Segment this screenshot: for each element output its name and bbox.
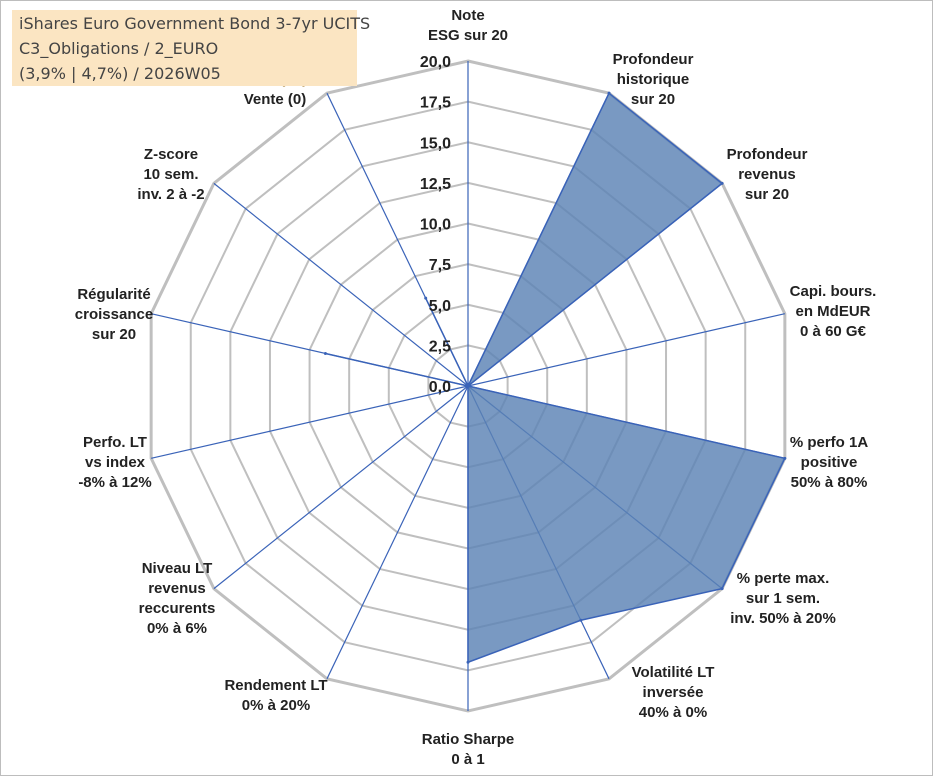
axis-label-line: Régularité: [77, 286, 150, 303]
series-area: [324, 92, 786, 663]
tick-label: 10,0: [420, 217, 451, 234]
axis-label-line: Ratio Sharpe: [422, 731, 515, 748]
tick-label: 20,0: [420, 54, 451, 71]
axis-label-line: Volatilité LT: [632, 664, 715, 681]
axis-label-line: Profondeur: [727, 146, 808, 163]
axis-label-line: sur 20: [745, 186, 789, 203]
data-point: [607, 91, 611, 95]
tick-label: 12,5: [420, 176, 451, 193]
axis-spoke: [151, 385, 469, 459]
axis-label-line: historique: [617, 71, 690, 88]
tick-label: 17,5: [420, 95, 451, 112]
data-point: [424, 296, 428, 300]
tick-label: 7,5: [429, 257, 451, 274]
data-point: [323, 351, 327, 355]
axis-labels: Note ESG sur 20 Profondeur historique sur 20…: [75, 7, 877, 768]
fund-title-box: iShares Euro Government Bond 3-7yr UCITS…: [12, 10, 370, 86]
axis-label-7: Volatilité LT inversée 40% à 0%: [632, 664, 715, 721]
axis-label-line: reccurents: [139, 600, 216, 617]
axis-label-line: sur 1 sem.: [746, 590, 820, 607]
radar-series: [323, 91, 787, 664]
axis-label-1: Note ESG sur 20: [428, 7, 508, 44]
tick-label: 2,5: [429, 338, 451, 355]
axis-label-line: % perte max.: [737, 570, 830, 587]
tick-label: 5,0: [429, 298, 451, 315]
axis-label-line: inv. 2 à -2: [137, 186, 204, 203]
axis-label-line: 0% à 6%: [147, 620, 207, 637]
axis-label-6: % perte max. sur 1 sem. inv. 50% à 20%: [730, 570, 836, 627]
axis-label-line: 0 à 1: [451, 751, 484, 768]
axis-label-13: Z-score 10 sem. inv. 2 à -2: [137, 146, 204, 203]
data-point: [466, 660, 470, 664]
axis-label-12: Régularité croissance sur 20: [75, 286, 153, 343]
axis-label-8: Ratio Sharpe 0 à 1: [422, 731, 515, 768]
axis-label-line: 0 à 60 G€: [800, 323, 867, 340]
data-point: [466, 384, 470, 388]
axis-label-line: positive: [801, 454, 858, 471]
axis-label-9: Rendement LT 0% à 20%: [224, 677, 327, 714]
axis-spoke: [326, 385, 469, 680]
axis-label-line: inv. 50% à 20%: [730, 610, 836, 627]
axis-label-line: Profondeur: [613, 51, 694, 68]
axis-label-line: revenus: [148, 580, 206, 597]
axis-label-line: croissance: [75, 306, 153, 323]
axis-label-line: Rendement LT: [224, 677, 327, 694]
axis-label-line: sur 20: [631, 91, 675, 108]
axis-label-3: Profondeur revenus sur 20: [727, 146, 808, 203]
axis-label-line: 10 sem.: [143, 166, 198, 183]
data-point: [783, 456, 787, 460]
data-point: [720, 181, 724, 185]
data-point: [720, 587, 724, 591]
axis-label-line: Capi. bours.: [790, 283, 877, 300]
radar-ticks: 0,0 2,5 5,0 7,5 10,0 12,5 15,0 17,5 20,0: [420, 54, 451, 396]
axis-label-line: Niveau LT: [142, 560, 213, 577]
axis-label-line: inversée: [643, 684, 704, 701]
data-point: [579, 618, 583, 622]
axis-label-10: Niveau LT revenus reccurents 0% à 6%: [139, 560, 216, 637]
axis-spoke: [213, 385, 469, 590]
axis-label-line: ESG sur 20: [428, 27, 508, 44]
axis-spoke: [213, 182, 469, 387]
axis-label-line: % perfo 1A: [790, 434, 869, 451]
axis-label-line: Note: [451, 7, 484, 24]
fund-category: C3_Obligations / 2_EURO: [19, 39, 219, 58]
axis-label-5: % perfo 1A positive 50% à 80%: [790, 434, 869, 491]
axis-spoke: [467, 313, 785, 387]
axis-label-line: 40% à 0%: [639, 704, 707, 721]
axis-label-line: Perfo. LT: [83, 434, 147, 451]
axis-label-line: -8% à 12%: [78, 474, 151, 491]
axis-label-line: sur 20: [92, 326, 136, 343]
axis-label-2: Profondeur historique sur 20: [613, 51, 694, 108]
axis-label-line: 0% à 20%: [242, 697, 310, 714]
axis-label-4: Capi. bours. en MdEUR 0 à 60 G€: [790, 283, 877, 340]
axis-label-line: vs index: [85, 454, 146, 471]
axis-label-line: Z-score: [144, 146, 198, 163]
axis-label-line: revenus: [738, 166, 796, 183]
tick-label: 15,0: [420, 135, 451, 152]
tick-label: 0,0: [429, 379, 451, 396]
fund-name: iShares Euro Government Bond 3-7yr UCITS: [19, 14, 371, 33]
axis-label-line: en MdEUR: [796, 303, 871, 320]
fund-period: (3,9% | 4,7%) / 2026W05: [19, 64, 221, 83]
axis-label-11: Perfo. LT vs index -8% à 12%: [78, 434, 151, 491]
axis-label-line: 50% à 80%: [791, 474, 868, 491]
axis-label-line: Vente (0): [244, 91, 307, 108]
